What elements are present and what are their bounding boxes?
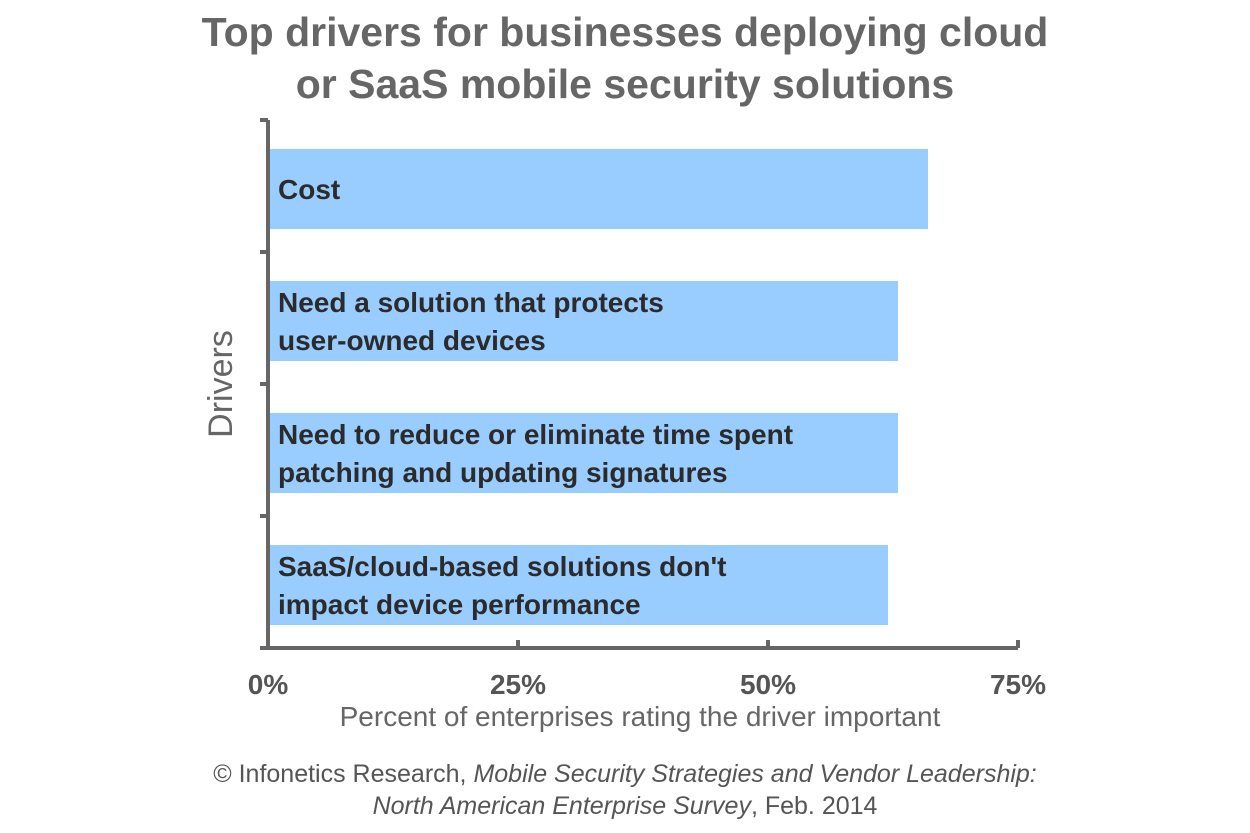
x-tick-label-3: 50% <box>740 669 796 700</box>
bar-label-3-line-2: patching and updating signatures <box>278 457 728 488</box>
chart-title-line-1: Top drivers for businesses deploying clo… <box>201 9 1049 55</box>
bar-label-4-line-1: SaaS/cloud-based solutions don't <box>278 551 726 582</box>
chart-title: Top drivers for businesses deploying clo… <box>0 6 1250 110</box>
x-axis-title: Percent of enterprises rating the driver… <box>340 701 941 732</box>
bar-2 <box>268 281 898 361</box>
bar-label-2-line-1: Need a solution that protects <box>278 287 664 318</box>
y-axis-title: Drivers <box>202 330 240 438</box>
bar-3 <box>268 413 898 493</box>
source-report-title-2: North American Enterprise Survey <box>372 792 751 820</box>
bar-label-4-line-2: impact device performance <box>278 589 641 620</box>
chart-title-line-2: or SaaS mobile security solutions <box>295 61 955 107</box>
source-line-2: North American Enterprise Survey, Feb. 2… <box>0 790 1250 822</box>
bar-1 <box>268 149 928 229</box>
source-date: , Feb. 2014 <box>750 792 878 820</box>
x-tick-label-2: 25% <box>490 669 546 700</box>
bar-label-2-line-2: user-owned devices <box>278 325 546 356</box>
source-prefix: © Infonetics Research, <box>213 760 474 788</box>
x-tick-label-1: 0% <box>248 669 289 700</box>
source-report-title-1: Mobile Security Strategies and Vendor Le… <box>473 760 1037 788</box>
bar-label-3-line-1: Need to reduce or eliminate time spent <box>278 419 793 450</box>
source-citation: © Infonetics Research, Mobile Security S… <box>0 758 1250 822</box>
source-line-1: © Infonetics Research, Mobile Security S… <box>0 758 1250 790</box>
bar-label-1-line-1: Cost <box>278 174 340 205</box>
x-tick-label-4: 75% <box>990 669 1046 700</box>
bar-4 <box>268 545 888 625</box>
